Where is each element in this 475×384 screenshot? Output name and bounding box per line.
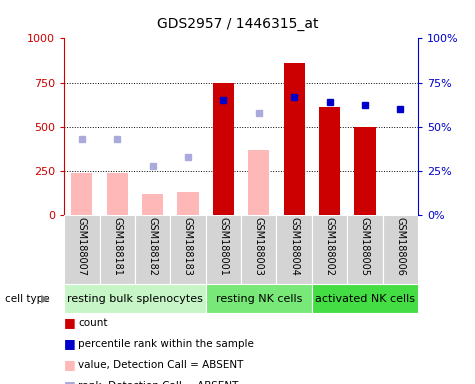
Bar — [383, 215, 418, 284]
Text: ■: ■ — [64, 337, 76, 350]
Bar — [64, 215, 100, 284]
Bar — [64, 284, 206, 313]
Text: GSM188181: GSM188181 — [112, 217, 122, 276]
Text: rank, Detection Call = ABSENT: rank, Detection Call = ABSENT — [78, 381, 239, 384]
Text: GSM188003: GSM188003 — [254, 217, 264, 276]
Bar — [248, 150, 269, 215]
Bar — [206, 215, 241, 284]
Bar — [177, 192, 199, 215]
Text: activated NK cells: activated NK cells — [315, 293, 415, 304]
Bar — [312, 284, 418, 313]
Bar — [170, 215, 206, 284]
Bar — [142, 194, 163, 215]
Bar — [106, 173, 128, 215]
Text: GSM188006: GSM188006 — [395, 217, 405, 276]
Text: ■: ■ — [64, 358, 76, 371]
Bar — [135, 215, 171, 284]
Text: GSM188001: GSM188001 — [218, 217, 228, 276]
Text: GSM188182: GSM188182 — [148, 217, 158, 276]
Bar — [354, 127, 376, 215]
Bar — [319, 107, 340, 215]
Text: ■: ■ — [64, 316, 76, 329]
Text: GSM188007: GSM188007 — [77, 217, 87, 276]
Text: resting bulk splenocytes: resting bulk splenocytes — [67, 293, 203, 304]
Text: cell type: cell type — [5, 293, 49, 304]
Text: GDS2957 / 1446315_at: GDS2957 / 1446315_at — [157, 17, 318, 31]
Text: GSM188183: GSM188183 — [183, 217, 193, 276]
Text: GSM188005: GSM188005 — [360, 217, 370, 276]
Text: count: count — [78, 318, 108, 328]
Bar — [213, 83, 234, 215]
Bar — [347, 215, 383, 284]
Bar — [99, 215, 135, 284]
Text: ■: ■ — [64, 379, 76, 384]
Bar — [312, 215, 347, 284]
Text: GSM188002: GSM188002 — [324, 217, 334, 276]
Text: resting NK cells: resting NK cells — [216, 293, 302, 304]
Text: value, Detection Call = ABSENT: value, Detection Call = ABSENT — [78, 360, 244, 370]
Bar — [241, 215, 276, 284]
Text: percentile rank within the sample: percentile rank within the sample — [78, 339, 254, 349]
Bar — [276, 215, 312, 284]
Bar — [71, 173, 93, 215]
Text: ▶: ▶ — [41, 293, 49, 304]
Bar — [206, 284, 312, 313]
Text: GSM188004: GSM188004 — [289, 217, 299, 276]
Bar — [284, 63, 305, 215]
